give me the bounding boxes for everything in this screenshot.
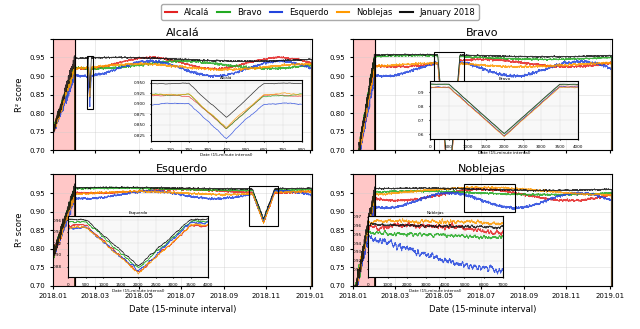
Bar: [353, 39, 375, 150]
X-axis label: Date (15-minute interval): Date (15-minute interval): [429, 305, 536, 314]
Y-axis label: R² score: R² score: [15, 77, 24, 112]
Bar: [249, 187, 278, 226]
Title: Bravo: Bravo: [466, 28, 499, 38]
Title: Esquerdo: Esquerdo: [156, 164, 209, 174]
Bar: [463, 185, 515, 212]
Bar: [353, 174, 375, 286]
Title: Noblejas: Noblejas: [458, 164, 506, 174]
Y-axis label: R² score: R² score: [15, 213, 24, 247]
Bar: [87, 56, 93, 109]
Bar: [53, 174, 75, 286]
Legend: Alcalá, Bravo, Esquerdo, Noblejas, January 2018: Alcalá, Bravo, Esquerdo, Noblejas, Janua…: [161, 4, 479, 20]
X-axis label: Date (15-minute interval): Date (15-minute interval): [129, 305, 236, 314]
Bar: [53, 39, 75, 150]
Bar: [434, 52, 463, 195]
Title: Alcalá: Alcalá: [166, 28, 199, 38]
